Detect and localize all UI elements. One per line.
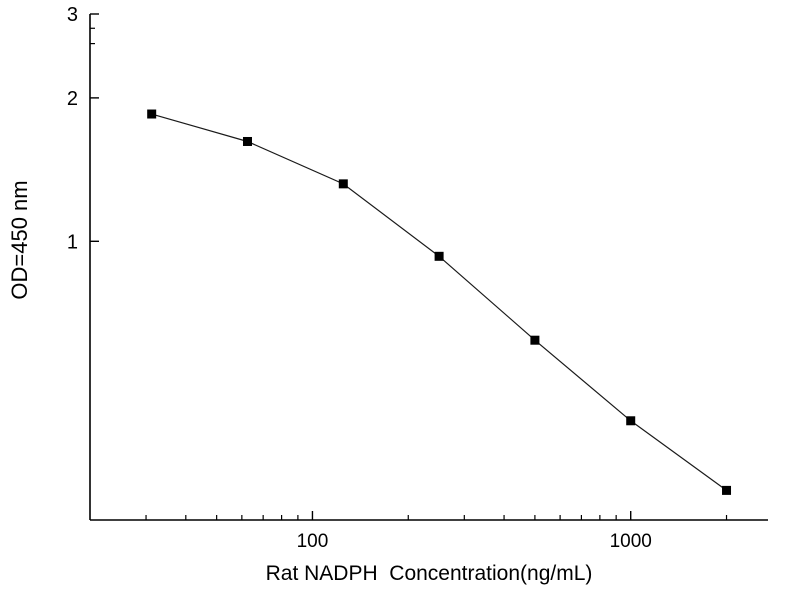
data-series bbox=[147, 109, 732, 495]
y-tick-label: 2 bbox=[67, 88, 78, 110]
x-tick-label: 1000 bbox=[610, 531, 652, 552]
data-point-marker bbox=[722, 485, 732, 495]
data-point-marker bbox=[242, 136, 252, 146]
data-point-marker bbox=[530, 335, 540, 345]
axes: 100 1000 1 2 3 bbox=[67, 4, 768, 552]
y-tick-label: 1 bbox=[67, 231, 78, 253]
x-tick-label: 100 bbox=[297, 531, 329, 552]
x-axis-label: Rat NADPH Concentration(ng/mL) bbox=[266, 562, 593, 585]
data-point-marker bbox=[147, 109, 157, 119]
data-point-marker bbox=[626, 416, 636, 426]
data-point-marker bbox=[434, 251, 444, 261]
y-axis-label: OD=450 nm bbox=[7, 180, 32, 299]
data-point-marker bbox=[338, 179, 348, 189]
y-tick-label: 3 bbox=[67, 4, 78, 26]
series-line bbox=[151, 113, 727, 491]
